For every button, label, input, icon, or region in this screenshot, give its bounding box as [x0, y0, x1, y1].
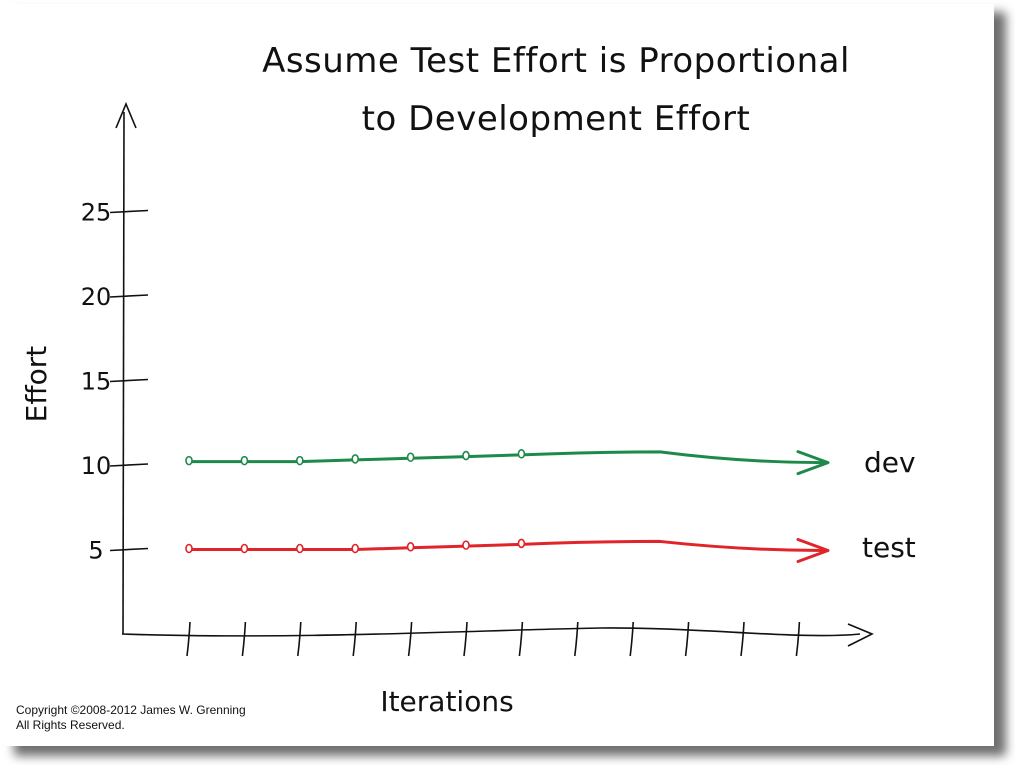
- y-axis-arrowhead: [115, 101, 137, 129]
- series-line-test: [187, 539, 826, 552]
- data-point-dev: [517, 449, 526, 459]
- x-tick-mark: [574, 621, 579, 657]
- x-tick-mark: [407, 621, 413, 657]
- y-tick-label: 25: [81, 199, 112, 227]
- x-ticks: [186, 621, 801, 657]
- data-point-dev: [351, 454, 360, 464]
- x-tick-mark: [186, 621, 191, 657]
- x-axis-line: [121, 627, 861, 637]
- series-dev: [185, 449, 830, 476]
- data-point-test: [185, 543, 193, 554]
- copyright-line-1: Copyright ©2008-2012 James W. Grenning: [16, 703, 246, 717]
- y-tick-mark: [109, 209, 149, 214]
- series-arrowhead-test: [796, 538, 830, 563]
- x-tick-mark: [740, 621, 745, 657]
- data-point-dev: [185, 455, 193, 466]
- series-line-dev: [187, 450, 826, 465]
- copyright-line-2: All Rights Reserved.: [16, 718, 125, 732]
- data-point-dev: [462, 450, 470, 461]
- data-point-test: [351, 543, 360, 554]
- data-point-dev: [406, 452, 415, 463]
- x-tick-mark: [518, 621, 524, 657]
- x-tick-mark: [241, 621, 247, 657]
- slide-paper: [4, 4, 994, 746]
- data-point-test: [240, 543, 249, 554]
- y-axis-line: [122, 111, 125, 635]
- x-tick-mark: [629, 621, 634, 657]
- x-tick-mark: [684, 621, 690, 657]
- x-tick-mark: [297, 621, 302, 657]
- y-tick-mark: [109, 463, 149, 467]
- data-point-test: [462, 540, 470, 550]
- y-tick-label: 10: [81, 452, 112, 480]
- x-axis-label: Iterations: [380, 685, 513, 718]
- x-tick-mark: [352, 621, 357, 657]
- copyright-notice: Copyright ©2008-2012 James W. Grenning A…: [16, 703, 246, 733]
- data-point-dev: [240, 455, 249, 466]
- y-tick-mark: [109, 547, 149, 552]
- x-tick-mark: [795, 621, 801, 657]
- data-point-test: [295, 543, 304, 554]
- y-ticks: 5 10 15 20 25: [81, 199, 149, 565]
- data-point-test: [517, 538, 526, 549]
- data-point-dev: [295, 455, 304, 466]
- data-point-test: [406, 542, 415, 552]
- y-tick-label: 20: [81, 283, 112, 311]
- series-layer: [185, 449, 830, 563]
- y-tick-mark: [109, 294, 149, 298]
- y-axis-label: Effort: [20, 346, 53, 423]
- x-axis-arrowhead: [847, 623, 874, 647]
- series-label-test: test: [862, 531, 916, 564]
- chart-title-line-2: to Development Effort: [362, 99, 751, 139]
- y-tick-label: 5: [88, 537, 103, 565]
- series-arrowhead-dev: [796, 450, 830, 476]
- x-tick-mark: [463, 621, 468, 657]
- chart-title-line-1: Assume Test Effort is Proportional: [262, 41, 850, 81]
- y-tick-label: 15: [81, 368, 112, 396]
- series-label-dev: dev: [864, 446, 916, 479]
- y-tick-mark: [109, 378, 149, 383]
- series-test: [185, 538, 830, 563]
